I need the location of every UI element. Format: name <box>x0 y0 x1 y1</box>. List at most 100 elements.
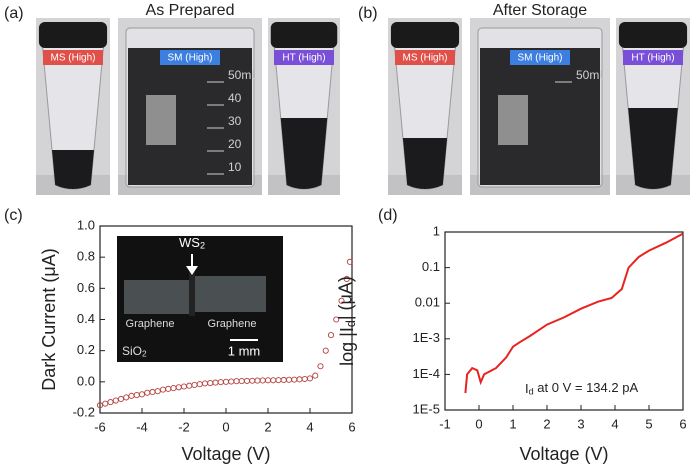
data-point <box>123 394 130 401</box>
data-point <box>228 378 235 385</box>
cap <box>270 22 338 48</box>
liquid <box>402 138 448 189</box>
data-point <box>222 378 230 385</box>
data-point <box>317 363 324 370</box>
graphene-right <box>194 276 266 312</box>
sample-tag-label: SM (High) <box>517 53 562 64</box>
y-axis-title-part: d <box>344 320 358 327</box>
data-point <box>322 347 329 354</box>
panel-label: (c) <box>4 207 23 224</box>
data-point <box>96 402 104 409</box>
data-line <box>464 232 684 394</box>
y-tick-label: 0.8 <box>77 249 95 264</box>
x-tick-label: 0 <box>475 416 482 431</box>
data-point <box>312 372 319 379</box>
y-tick-label: -0.2 <box>73 404 95 419</box>
data-point <box>301 375 308 383</box>
data-point <box>201 380 209 387</box>
panel-label: (a) <box>4 5 24 22</box>
sample-tag-label: HT (High) <box>631 53 674 64</box>
sample-tag-label: MS (High) <box>50 53 95 64</box>
x-tick-label: -4 <box>136 419 148 434</box>
inset-label-part: 2 <box>142 349 147 359</box>
data-point <box>338 297 345 304</box>
data-point <box>191 381 198 389</box>
data-point <box>249 377 256 384</box>
data-point <box>102 400 109 407</box>
data-point <box>291 376 298 383</box>
data-point <box>196 381 203 388</box>
y-tick-label: 1E-5 <box>413 401 440 416</box>
x-tick-label: 3 <box>577 416 584 431</box>
y-tick-label: 1E-3 <box>413 330 440 345</box>
liquid <box>52 150 94 189</box>
data-point <box>149 388 156 396</box>
beaker-label <box>146 95 176 145</box>
cap <box>38 22 108 48</box>
x-tick-label: 4 <box>611 416 618 431</box>
sample-tag <box>623 50 683 65</box>
graduation-label: 10 <box>228 160 242 174</box>
x-tick-label: 2 <box>543 416 550 431</box>
y-axis-title-part: | (μA) <box>335 276 355 320</box>
x-tick-label: 2 <box>264 419 271 434</box>
data-point <box>207 380 214 387</box>
y-axis-title: Dark Current (μA) <box>39 248 59 390</box>
data-point <box>180 383 188 390</box>
x-tick-label: -1 <box>439 416 451 431</box>
sample-tag-label: SM (High) <box>167 53 212 64</box>
graduation-label: 50mL <box>576 68 606 82</box>
data-point <box>233 378 240 385</box>
liquid <box>280 118 328 189</box>
panel-title: As Prepared <box>146 2 235 19</box>
data-point <box>343 275 350 283</box>
plot-frame <box>444 231 684 411</box>
x-tick-label: -2 <box>178 419 190 434</box>
inset-label-part: WS <box>179 235 200 250</box>
y-tick-label: 0.2 <box>77 342 95 357</box>
data-point <box>117 395 125 403</box>
inset-label: WS2 <box>179 235 205 251</box>
x-tick-label: 6 <box>348 419 355 434</box>
data-point <box>128 392 135 399</box>
data-point <box>346 258 353 265</box>
data-point <box>159 386 167 393</box>
graduation-label: 20 <box>228 137 242 151</box>
graphene-left <box>124 280 190 314</box>
x-tick-label: 4 <box>306 419 313 434</box>
x-tick-label: 0 <box>222 419 229 434</box>
inset-label: Graphene <box>126 318 175 330</box>
annotation-part: I <box>525 381 529 396</box>
y-tick-label: 0.6 <box>77 280 95 295</box>
y-tick-label: 0.0 <box>77 373 95 388</box>
data-point <box>144 389 151 396</box>
inset-label: Graphene <box>208 318 257 330</box>
data-point <box>264 377 272 384</box>
x-axis-title: Voltage (V) <box>519 444 608 464</box>
sample-tag <box>43 50 103 65</box>
sample-tag <box>395 50 455 65</box>
cap <box>618 22 688 48</box>
data-point <box>175 384 182 391</box>
data-point <box>186 382 193 389</box>
data-point <box>280 376 287 384</box>
panel-label: (b) <box>358 5 378 22</box>
inset-label-part: SiO <box>122 344 142 358</box>
sample-tag <box>160 50 220 65</box>
panel-label: (d) <box>378 207 398 224</box>
data-point <box>138 391 146 398</box>
inset-label-part: 2 <box>200 241 205 251</box>
liquid <box>628 108 678 189</box>
data-point <box>238 378 245 385</box>
data-point <box>259 377 266 384</box>
sample-tag <box>510 50 570 65</box>
arrow-head <box>186 266 198 275</box>
x-tick-label: 5 <box>645 416 652 431</box>
data-point <box>306 375 314 382</box>
graduation-label: 30 <box>228 114 242 128</box>
scale-bar-label: 1 mm <box>228 343 261 358</box>
y-axis-title: log |Id| (μA) <box>335 276 358 366</box>
annotation-part: at 0 V = 134.2 pA <box>534 380 639 395</box>
data-point <box>170 385 177 392</box>
data-point <box>107 399 114 406</box>
